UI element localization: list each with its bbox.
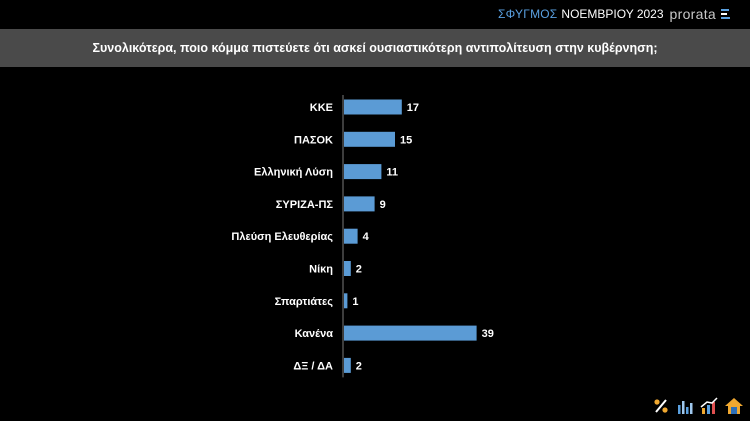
- growth-chart-icon: [700, 397, 718, 414]
- bar: [344, 357, 351, 373]
- data-label: 17: [407, 102, 419, 114]
- series-label: ΣΦΥΓΜΟΣ: [498, 7, 558, 21]
- bar: [344, 261, 351, 276]
- data-label: 11: [386, 167, 398, 179]
- category-label: ΔΞ / ΔΑ: [293, 360, 333, 372]
- month-label: ΝΟΕΜΒΡΙΟΥ 2023: [561, 7, 664, 21]
- category-label: Σπαρτιάτες: [275, 296, 334, 308]
- data-label: 4: [363, 231, 370, 243]
- data-label: 2: [356, 264, 362, 276]
- percent-icon: [654, 399, 668, 413]
- brand-header: ΣΦΥΓΜΟΣ ΝΟΕΜΒΡΙΟΥ 2023 prorata: [498, 6, 730, 22]
- category-label: ΠΑΣΟΚ: [294, 134, 333, 146]
- category-label: Ελληνική Λύση: [254, 167, 333, 179]
- data-label: 15: [400, 134, 412, 146]
- question-banner: Συνολικότερα, ποιο κόμμα πιστεύετε ότι α…: [0, 29, 750, 67]
- data-label: 1: [352, 296, 358, 308]
- category-label: ΚΚΕ: [310, 102, 333, 114]
- question-text: Συνολικότερα, ποιο κόμμα πιστεύετε ότι α…: [92, 41, 658, 55]
- data-label: 9: [380, 199, 386, 211]
- category-label: Νίκη: [309, 264, 333, 276]
- bar: [344, 99, 402, 115]
- logo-text: prorata: [669, 6, 716, 22]
- bar: [344, 228, 358, 244]
- logo-bars-icon: [721, 9, 730, 19]
- bar: [344, 164, 382, 180]
- bar: [344, 325, 477, 341]
- data-label: 2: [356, 360, 362, 372]
- house-icon: [725, 398, 743, 414]
- category-label: Κανένα: [295, 328, 334, 340]
- bar: [344, 196, 375, 212]
- bar: [344, 131, 395, 147]
- bar-chart-icon: [678, 401, 693, 414]
- category-label: ΣΥΡΙΖΑ-ΠΣ: [276, 199, 334, 211]
- bar: [344, 293, 348, 309]
- data-label: 39: [482, 328, 494, 340]
- footer-icons: [652, 397, 744, 415]
- category-label: Πλεύση Ελευθερίας: [231, 231, 333, 243]
